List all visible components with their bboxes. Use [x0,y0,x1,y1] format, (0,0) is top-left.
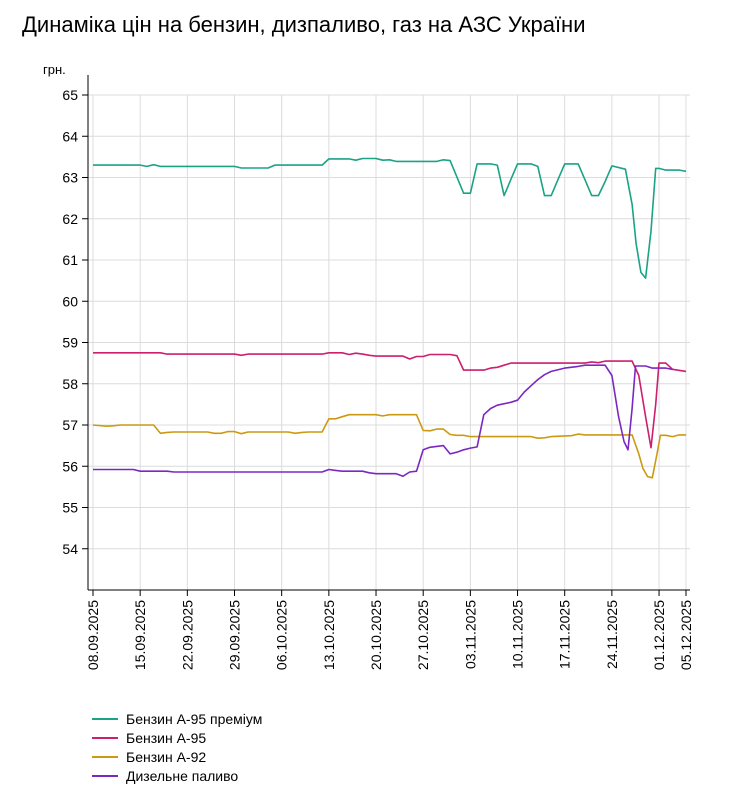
y-tick-label: 55 [62,500,78,516]
x-tick-label: 29.09.2025 [227,600,243,670]
y-tick-label: 59 [62,335,78,351]
y-axis-unit-label: грн. [43,62,66,77]
x-tick-label: 27.10.2025 [415,600,431,670]
x-tick-label: 05.12.2025 [678,600,694,670]
series-line-2 [93,352,687,449]
x-tick-label: 24.11.2025 [604,600,620,669]
chart-legend: Бензин А-95 преміум Бензин А-95 Бензин А-9… [92,709,262,785]
x-tick-label: 03.11.2025 [462,600,478,669]
series-line-3 [92,413,686,479]
series-line-4 [93,364,673,477]
legend-item: Дизельне паливо [92,766,262,785]
y-tick-label: 58 [62,376,78,392]
chart-axes [82,75,690,596]
x-tick-label: 20.10.2025 [368,600,384,670]
x-tick-label: 10.11.2025 [510,600,526,669]
x-tick-label: 17.11.2025 [557,600,573,669]
y-tick-label: 62 [62,211,78,227]
legend-item: Бензин А-92 [92,747,262,766]
chart-title: Динаміка цін на бензин, дизпаливо, газ н… [22,12,586,37]
chart-grid [88,94,690,590]
legend-label: Бензин А-92 [126,748,207,765]
legend-swatch [92,736,118,739]
y-tick-label: 64 [62,128,78,144]
legend-item: Бензин А-95 преміум [92,709,262,728]
legend-swatch [92,717,118,720]
x-tick-label: 01.12.2025 [651,600,667,670]
legend-swatch [92,774,118,777]
legend-label: Бензин А-95 преміум [126,710,263,727]
y-tick-label: 60 [62,293,78,309]
legend-swatch [92,755,118,758]
x-tick-label: 06.10.2025 [274,600,290,670]
x-tick-label: 22.09.2025 [179,600,195,670]
chart-tick-labels: грн. 54 55 56 57 58 59 60 61 62 63 64 65 08.09.2025 15… [43,62,694,670]
x-tick-label: 13.10.2025 [321,600,337,670]
legend-label: Дизельне паливо [126,767,239,784]
x-tick-label: 15.09.2025 [132,600,148,670]
y-tick-label: 61 [62,252,78,268]
chart-series [92,157,687,479]
x-tick-label: 08.09.2025 [85,600,101,670]
series-line-1 [93,157,687,279]
y-tick-label: 56 [62,458,78,474]
y-tick-label: 54 [62,541,78,557]
legend-label: Бензин А-95 [126,729,207,746]
y-tick-label: 65 [62,87,78,103]
y-tick-label: 57 [62,417,78,433]
y-tick-label: 63 [62,170,78,186]
legend-item: Бензин А-95 [92,728,262,747]
